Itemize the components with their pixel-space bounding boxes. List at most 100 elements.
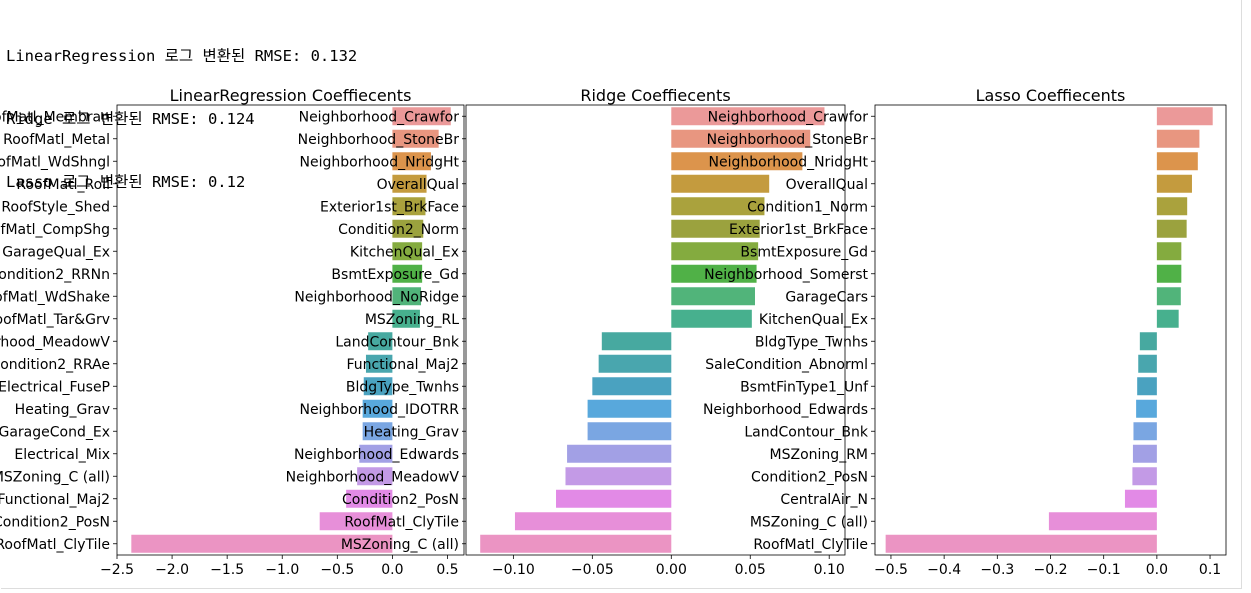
x-tick-label: 0.0 [381,562,403,578]
bar [1156,129,1200,148]
bar [565,467,672,486]
y-tick-label: RoofMatl_WdShake [0,289,110,305]
y-tick-label: RoofMatl_Metal [3,132,110,148]
x-tick-label: −0.05 [571,562,614,578]
bar [1156,287,1181,306]
y-tick-label: RoofMatl_ClyTile [753,537,868,553]
y-tick-label: Neighborhood_Edwards [294,447,459,463]
bar [362,422,393,441]
y-tick-label: Heating_Grav [364,424,459,440]
bar [885,534,1157,553]
bar [1139,332,1157,351]
bar [1132,444,1157,463]
y-tick-label: RoofMatl_Membran [0,109,110,125]
y-tick-label: MSZoning_RM [770,447,868,463]
y-tick-label: Neighborhood_StoneBr [298,132,460,148]
bar [1156,264,1182,283]
y-tick-label: LandContour_Bnk [335,334,460,350]
chart-title: LinearRegression Coeffiecents [170,86,412,105]
y-tick-label: Neighborhood_NridgHt [709,154,869,170]
y-tick-label: RoofMatl_CompShg [0,222,110,238]
y-tick-label: Neighborhood_NridgHt [300,154,460,170]
y-tick-label: Condition2_PosN [342,492,459,508]
bar [671,309,752,328]
y-tick-label: Functional_Maj2 [0,492,110,508]
x-tick-label: 0.1 [1199,562,1221,578]
x-tick-label: −2.5 [100,562,134,578]
bar [1156,197,1188,216]
bar [392,219,424,238]
bar [587,399,672,418]
bar [392,242,423,261]
bar [587,422,672,441]
bar [392,287,422,306]
bar [392,174,427,193]
y-tick-label: Neighborhood_Edwards [703,402,868,418]
y-tick-label: BsmtExposure_Gd [331,267,459,283]
y-tick-label: Condition2_RRAe [0,357,110,373]
y-tick-label: Exterior1st_BrkFace [729,222,868,238]
y-tick-label: MSZoning_C (all) [750,514,868,530]
bar [601,332,672,351]
x-tick-label: −1.5 [210,562,244,578]
chart-title: Ridge Coeffiecents [580,86,730,105]
output-line: Ridge 로그 변환된 RMSE: 0.124 [6,110,255,128]
y-tick-label: Neighborhood_Crawfor [299,109,460,125]
y-tick-label: Condition2_RRNn [0,267,110,283]
y-tick-label: BldgType_Twnhs [346,379,459,395]
y-tick-label: LandContour_Bnk [744,424,869,440]
bar [1156,152,1198,171]
y-tick-label: Condition2_Norm [338,222,459,238]
bar [556,489,672,508]
bar [368,332,393,351]
bar [365,354,393,373]
y-tick-label: MSZoning_C (all) [0,469,110,485]
bar [671,242,759,261]
x-tick-label: 0.10 [814,562,845,578]
bar [1137,377,1157,396]
bar [392,107,451,126]
bar [567,444,672,463]
bar [1156,174,1192,193]
x-tick-label: −2.0 [155,562,189,578]
y-tick-label: OverallQual [786,177,868,193]
y-tick-label: RoofMatl_ClyTile [344,514,459,530]
axes-frame [465,104,846,556]
x-tick-label: −0.5 [320,562,354,578]
x-tick-label: 0.0 [1146,562,1168,578]
x-tick-label: 0.05 [735,562,766,578]
x-tick-label: 0.5 [436,562,458,578]
y-tick-label: Neighborhood_Crawfor [708,109,869,125]
bar [1138,354,1157,373]
y-tick-label: Condition2_PosN [0,514,110,530]
x-tick-label: −0.1 [1087,562,1121,578]
y-tick-label: RoofMatl_WdShngl [0,154,110,170]
y-tick-label: Exterior1st_BrkFace [320,199,459,215]
bar [362,399,393,418]
x-tick-label: −1.0 [265,562,299,578]
y-tick-label: Condition1_Norm [747,199,868,215]
bar [392,129,439,148]
y-tick-label: RoofMatl_Tar&Grv [0,312,110,328]
bar [359,444,393,463]
y-tick-label: Electrical_Mix [14,447,110,463]
bar [671,287,755,306]
x-tick-label: −0.4 [927,562,961,578]
x-tick-label: −0.2 [1034,562,1068,578]
x-tick-label: −0.10 [492,562,535,578]
bar [1156,242,1182,261]
bar [671,264,757,283]
bar [1132,467,1157,486]
y-tick-label: RoofMatl_ClyTile [0,537,110,553]
y-tick-label: Heating_Grav [15,402,110,418]
bar [671,219,760,238]
y-tick-label: GarageQual_Ex [2,244,110,260]
output-line: Lasso 로그 변환된 RMSE: 0.12 [6,173,246,191]
y-tick-label: SaleCondition_Abnorml [705,357,868,373]
bar [671,174,770,193]
y-tick-label: CentralAir_N [780,492,868,508]
y-tick-label: MSZoning_C (all) [341,537,459,553]
y-tick-label: Neighborhood_Somerst [704,267,868,283]
y-tick-label: BsmtFinType1_Unf [740,379,869,395]
bar [671,197,765,216]
